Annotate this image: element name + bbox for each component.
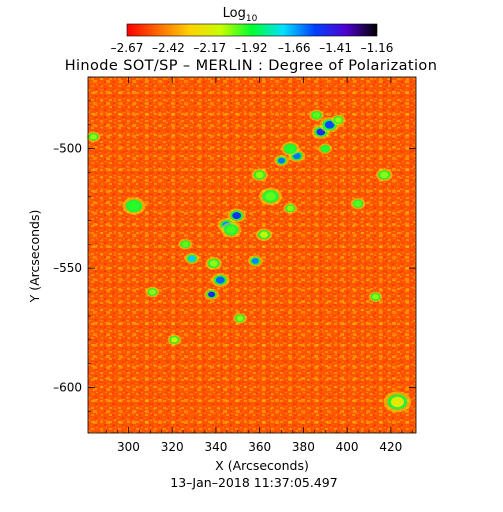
feature-core xyxy=(215,276,225,284)
y-tick-label: –500 xyxy=(53,142,82,156)
colorbar-tick-label: –2.42 xyxy=(152,41,185,55)
colorbar-tick-labels: –2.67 –2.42 –2.17 –1.92 –1.66 –1.41 –1.16 xyxy=(111,41,394,55)
colorbar-tick-label: –1.92 xyxy=(235,41,268,55)
colorbar xyxy=(126,23,378,37)
y-tick-label: –550 xyxy=(53,261,82,275)
feature-core xyxy=(354,200,362,207)
feature-core xyxy=(128,201,140,211)
feature-core xyxy=(90,134,97,140)
feature-core xyxy=(313,112,321,119)
feature-core xyxy=(232,212,242,220)
feature-core xyxy=(265,192,277,201)
plot-frame xyxy=(87,76,417,434)
heatmap-image xyxy=(86,77,416,433)
x-axis: 300 320 340 360 380 400 420 xyxy=(106,77,414,454)
colorbar-tick-label: –2.17 xyxy=(193,41,226,55)
x-tick-label: 420 xyxy=(379,440,402,454)
feature-core xyxy=(209,260,218,267)
feature-core xyxy=(278,157,286,164)
feature-core xyxy=(226,226,237,234)
x-tick-label: 340 xyxy=(204,440,227,454)
feature-core xyxy=(380,171,389,179)
y-axis-label: Y (Arcseconds) xyxy=(27,210,42,304)
feature-core xyxy=(251,258,259,264)
x-tick-label: 320 xyxy=(161,440,184,454)
feature-core xyxy=(321,146,329,152)
colorbar-title: Log10 xyxy=(223,6,258,24)
feature-core xyxy=(390,396,404,408)
chart-title: Hinode SOT/SP – MERLIN : Degree of Polar… xyxy=(65,58,438,74)
feature-core xyxy=(335,117,342,123)
feature-core xyxy=(236,315,244,321)
y-axis: –500 –550 –600 xyxy=(53,76,416,412)
x-tick-label: 400 xyxy=(336,440,359,454)
timestamp: 13–Jan–2018 11:37:05.497 xyxy=(170,475,337,490)
colorbar-tick-label: –1.66 xyxy=(278,41,311,55)
colorbar-tick-label: –1.41 xyxy=(319,41,352,55)
feature-core xyxy=(149,289,156,295)
feature-core xyxy=(260,231,268,238)
feature-core xyxy=(171,337,178,343)
colorbar-tick-label: –1.16 xyxy=(361,41,394,55)
x-tick-label: 300 xyxy=(117,440,140,454)
colorbar-tick-label: –2.67 xyxy=(111,41,144,55)
y-tick-label: –600 xyxy=(53,381,82,395)
x-axis-label: X (Arcseconds) xyxy=(215,458,309,473)
feature-core xyxy=(255,171,264,179)
feature-core xyxy=(324,120,335,129)
feature-core xyxy=(188,255,196,262)
feature-core xyxy=(182,241,189,247)
feature-core xyxy=(372,294,379,300)
x-tick-label: 380 xyxy=(292,440,315,454)
feature-core xyxy=(208,291,216,298)
feature-core xyxy=(286,205,294,212)
x-tick-label: 360 xyxy=(248,440,271,454)
feature-core xyxy=(285,145,295,153)
heatmap-texture-b xyxy=(88,77,416,433)
polarization-features xyxy=(86,109,412,413)
